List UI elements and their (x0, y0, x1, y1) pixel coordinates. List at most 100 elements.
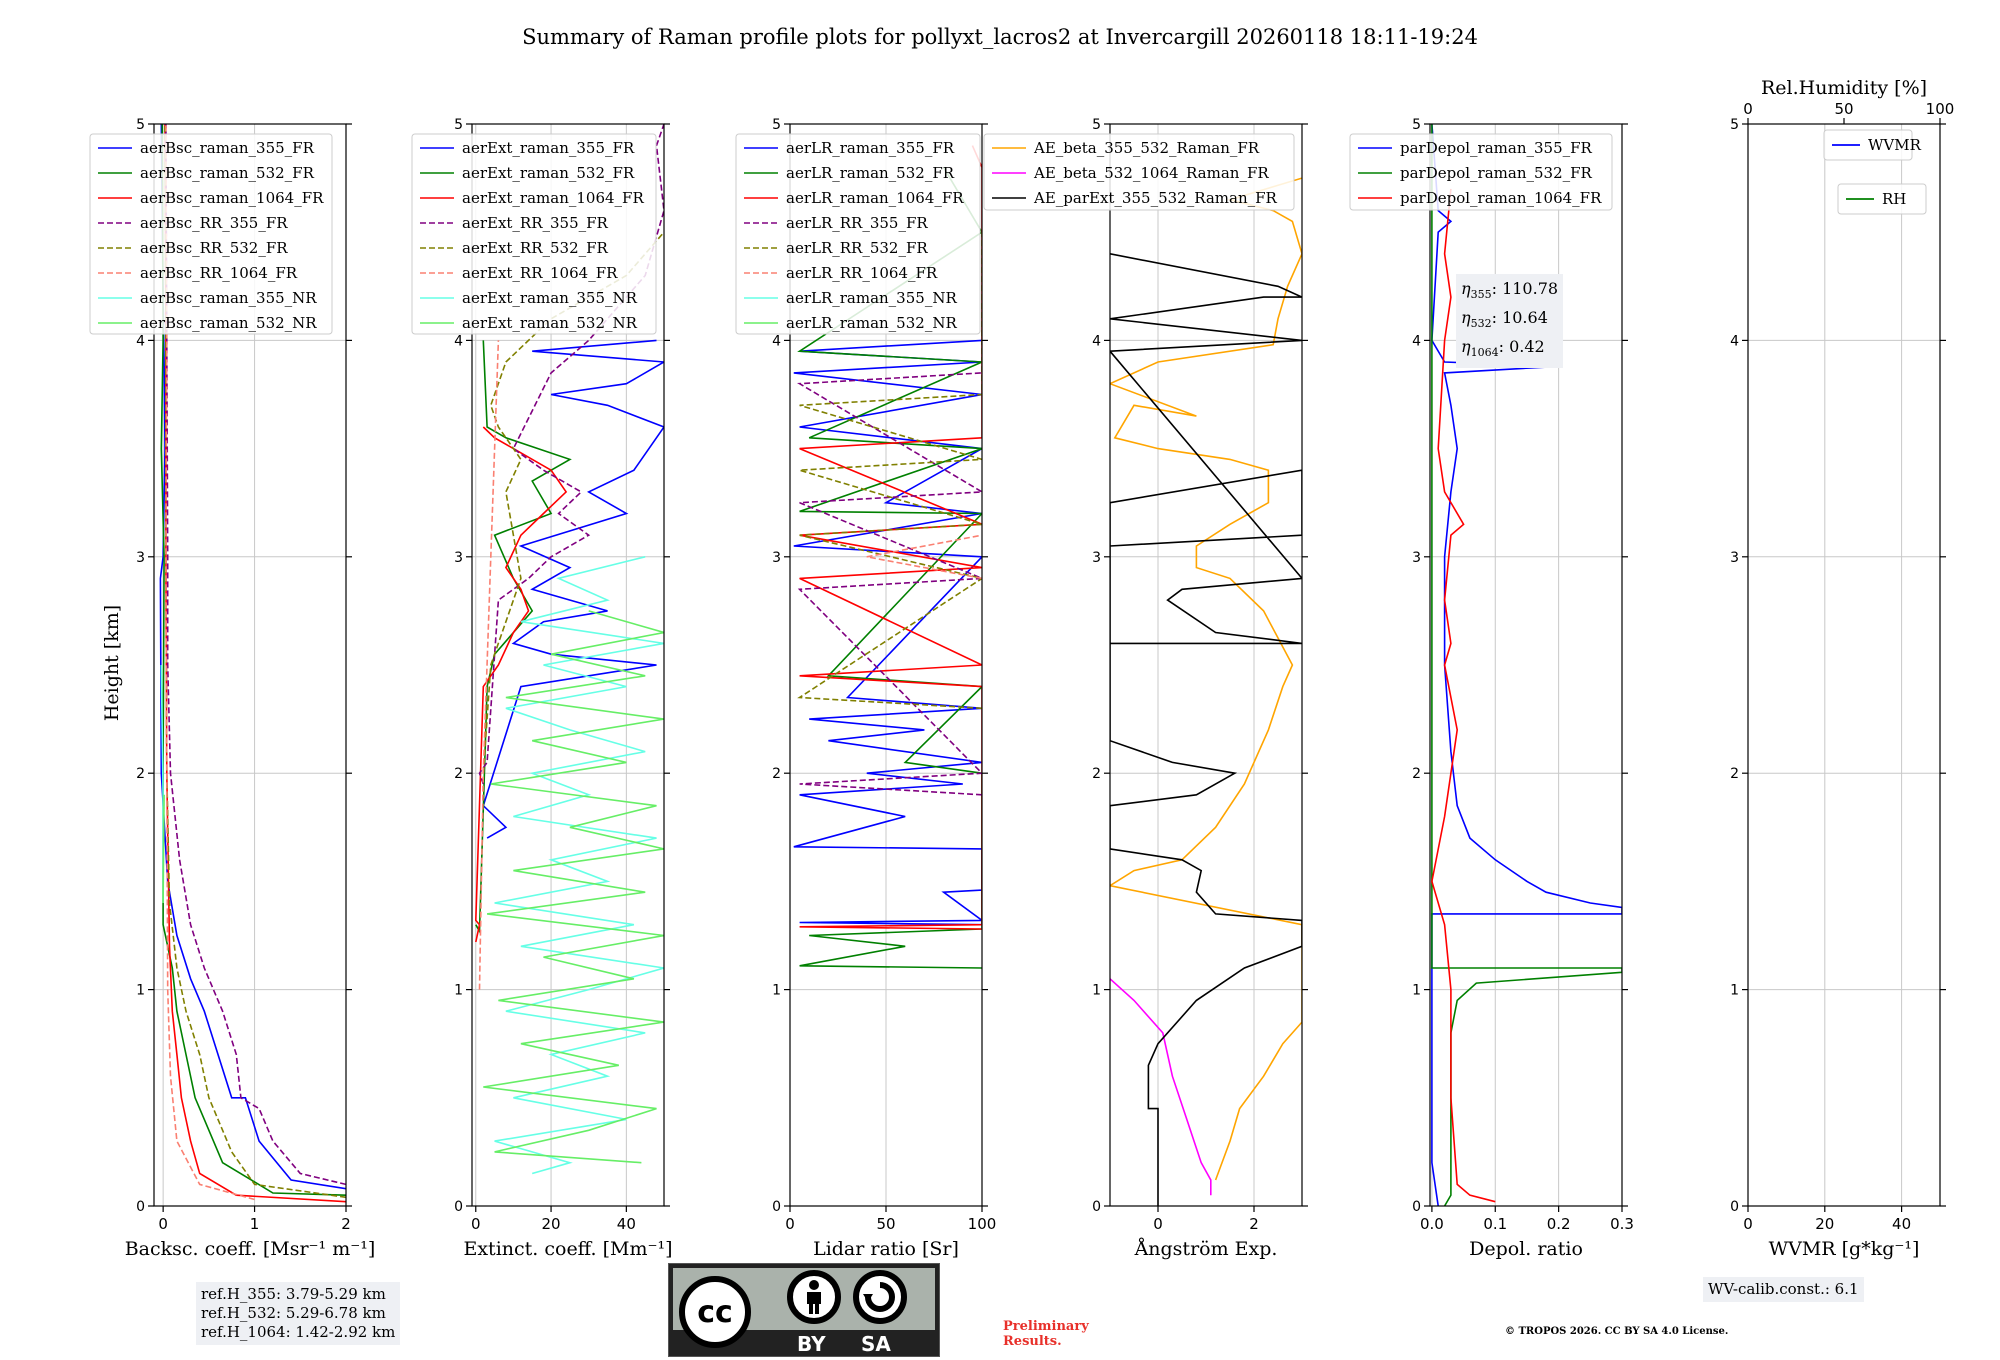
y-tick-label: 2 (136, 766, 145, 782)
eta-532: η532: 10.64 (1461, 308, 1548, 331)
series-line-aerExt_raman_1064_FR (474, 426, 568, 943)
plot-frame (1109, 123, 1303, 1207)
y-tick-label: 1 (1730, 983, 1739, 999)
cc-logo-icon: cc (679, 1276, 751, 1348)
legend-entry: aerBsc_raman_532_FR (140, 164, 315, 182)
legend-entry: parDepol_raman_355_FR (1400, 139, 1593, 157)
legend-entry: aerLR_raman_532_FR (786, 164, 955, 182)
series-line-aerExt_raman_355_NR (494, 556, 664, 1175)
series-line-aerLR_RR_355_FR (796, 372, 982, 796)
y-tick-label: 3 (454, 550, 463, 566)
legend-entry: aerLR_RR_355_FR (786, 214, 928, 232)
legend-box (735, 133, 981, 335)
x-tick-label: 20 (542, 1215, 561, 1233)
series-line-aerBsc_raman_1064_FR (164, 124, 346, 1203)
eta-box: η355: 110.78 η532: 10.64 η1064: 0.42 (1456, 274, 1564, 368)
series-line-AE_parExt_355_532_Raman_FR (1110, 253, 1302, 1206)
legend: parDepol_raman_355_FR parDepol_raman_532_… (1349, 133, 1613, 211)
eta-355: η355: 110.78 (1461, 279, 1559, 302)
y-tick-label: 2 (1092, 766, 1101, 782)
series-line-aerExt_RR_532_FR (482, 231, 664, 774)
y-tick-label: 2 (1730, 766, 1739, 782)
x-tick-label: 0.1 (1483, 1215, 1507, 1233)
y-tick-label: 3 (1412, 550, 1421, 566)
x-axis-label: WVMR [g*kg⁻¹] (1769, 1238, 1920, 1260)
y-tick-label: 5 (1730, 117, 1739, 133)
preliminary-results-note: Preliminary Results. (1003, 1319, 1089, 1349)
y-tick-label: 0 (772, 1199, 781, 1215)
y-tick-label: 4 (1412, 333, 1421, 349)
series-line-aerLR_raman_532_FR (797, 166, 982, 969)
series-group (793, 145, 982, 969)
series-line-aerExt_raman_355_FR (482, 339, 664, 839)
panel-ext: 0 1 2 3 4 5 0 20 40 Extinct. coeff. [Mm⁻¹] aerExt_… (411, 117, 673, 1260)
y-tick-label: 1 (1092, 983, 1101, 999)
x-tick-label: 2 (341, 1215, 351, 1233)
legend-entry: aerBsc_raman_355_NR (140, 289, 317, 307)
legend-box (411, 133, 657, 335)
x-axis-label: Extinct. coeff. [Mm⁻¹] (463, 1238, 672, 1260)
x-axis-label: Depol. ratio (1469, 1238, 1583, 1260)
legend-entry: AE_parExt_355_532_Raman_FR (1033, 189, 1278, 207)
top-x-tick-label: 50 (1834, 100, 1853, 118)
legend: aerLR_raman_355_FR aerLR_raman_532_FR aerL… (735, 133, 981, 335)
top-x-tick-label: 0 (1743, 100, 1753, 118)
y-tick-label: 5 (136, 117, 145, 133)
legend-entry: aerBsc_raman_1064_FR (140, 189, 324, 207)
plot-frame (1429, 123, 1623, 1207)
y-tick-label: 5 (1412, 117, 1421, 133)
series-line-AE_beta_532_1064_Raman_FR (1110, 978, 1212, 1196)
series-line-aerExt_raman_532_NR (483, 610, 664, 1164)
legend-entry: aerExt_raman_355_FR (462, 139, 635, 157)
x-axis-label: Lidar ratio [Sr] (813, 1238, 959, 1260)
legend-box (1823, 129, 1913, 161)
y-tick-label: 4 (454, 333, 463, 349)
x-tick-label: 40 (1892, 1215, 1911, 1233)
legend: AE_beta_355_532_Raman_FR AE_beta_532_1064… (983, 133, 1295, 211)
reference-height-box: ref.H_355: 3.79-5.29 km ref.H_532: 5.29-… (196, 1282, 401, 1345)
series-line-aerExt_RR_1064_FR (478, 340, 500, 990)
series-group (1110, 177, 1302, 1206)
x-tick-label: 0.2 (1547, 1215, 1571, 1233)
legend-entry: aerLR_raman_1064_FR (786, 189, 964, 207)
share-alike-icon (853, 1270, 907, 1324)
panel-ae: 0 1 2 3 4 5 0 2 Ångström Exp. AE_beta_355_532_Ram… (983, 117, 1308, 1260)
series-line-AE_beta_355_532_Raman_FR (1110, 177, 1302, 1181)
plot-frame (153, 123, 347, 1207)
series-line-aerLR_raman_1064_FR (799, 145, 982, 930)
x-tick-label: 0 (158, 1215, 168, 1233)
x-tick-label: 50 (876, 1215, 895, 1233)
series-group (474, 124, 664, 1175)
series-line-aerLR_RR_532_FR (797, 232, 982, 710)
legend-entry: aerBsc_RR_355_FR (140, 214, 288, 232)
legend-entry: aerBsc_raman_532_NR (140, 314, 317, 332)
series-line-aerBsc_raman_355_FR (159, 124, 346, 1190)
legend-entry: WVMR (1868, 136, 1922, 154)
ref-h-355: ref.H_355: 3.79-5.29 km (201, 1285, 386, 1303)
series-line-aerLR_RR_1064_FR (866, 534, 982, 580)
series-line-aerBsc_RR_532_FR (164, 124, 346, 1199)
y-tick-label: 3 (1092, 550, 1101, 566)
copyright-note: © TROPOS 2026. CC BY SA 4.0 License. (1505, 1326, 1729, 1337)
y-tick-label: 1 (454, 983, 463, 999)
wv-calibration-box: WV-calib.const.: 6.1 (1703, 1277, 1864, 1302)
sa-label: SA (861, 1332, 891, 1356)
legend-entry: parDepol_raman_532_FR (1400, 164, 1593, 182)
y-tick-label: 5 (454, 117, 463, 133)
y-tick-label: 4 (1092, 333, 1101, 349)
x-tick-label: 0 (1743, 1215, 1753, 1233)
top-x-axis-label: Rel.Humidity [%] (1761, 77, 1927, 99)
x-tick-label: 0 (1153, 1215, 1163, 1233)
legend: aerExt_raman_355_FR aerExt_raman_532_FRae… (411, 133, 657, 335)
x-tick-label: 0 (471, 1215, 481, 1233)
ref-h-532: ref.H_532: 5.29-6.78 km (201, 1304, 386, 1322)
legend-entry: AE_beta_532_1064_Raman_FR (1033, 164, 1269, 182)
legend-entry: aerBsc_RR_1064_FR (140, 264, 298, 282)
x-tick-label: 1 (250, 1215, 260, 1233)
legend-entry: aerBsc_raman_355_FR (140, 139, 315, 157)
legend-entry: aerLR_RR_1064_FR (786, 264, 938, 282)
x-tick-label: 2 (1249, 1215, 1259, 1233)
panel-bsc: 0 1 2 3 4 5 0 1 2 Backsc. coeff. [Msr⁻¹ m⁻¹] aerBs… (89, 117, 375, 1260)
y-tick-label: 1 (1412, 983, 1421, 999)
